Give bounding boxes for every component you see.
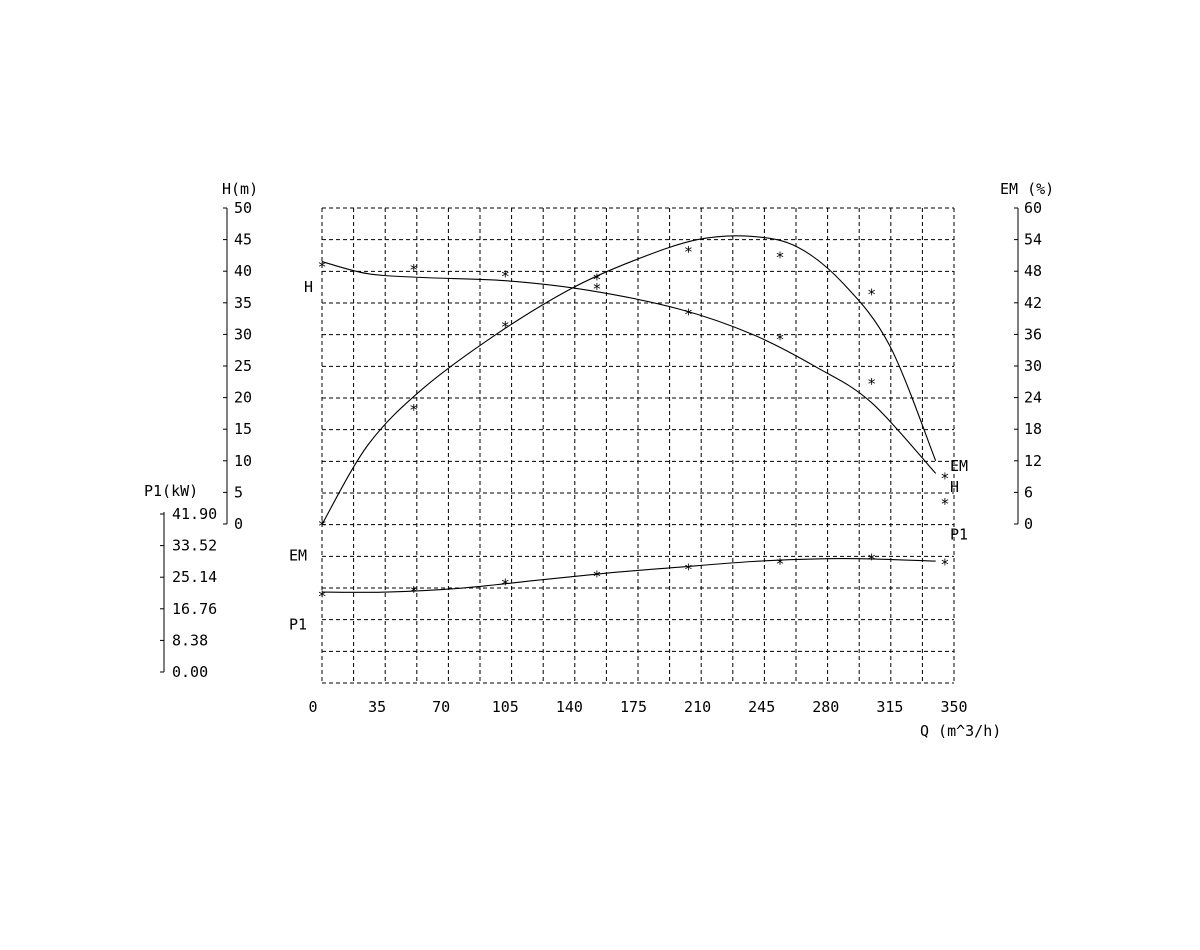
curve-label-em: EM [289, 547, 307, 565]
x-axis-tick-label: 70 [432, 698, 450, 716]
chart-curves [321, 235, 937, 593]
curve-label-h: H [304, 278, 313, 296]
x-axis-tick-label: 175 [620, 698, 647, 716]
em-axis-tick-label: 60 [1024, 199, 1042, 217]
p1-axis-title: P1(kW) [144, 482, 198, 500]
x-axis-tick-label: 245 [748, 698, 775, 716]
h-axis-tick-label: 40 [234, 262, 252, 280]
marker-em: * [775, 248, 784, 266]
curve-label-p1: P1 [289, 615, 307, 633]
marker-p1: * [775, 555, 784, 573]
marker-h: * [592, 271, 601, 289]
marker-p1: * [409, 583, 418, 601]
curve-label-em: EM [950, 457, 968, 475]
p1-axis-tick-label: 33.52 [172, 537, 217, 555]
em-axis-tick-label: 30 [1024, 357, 1042, 375]
h-axis-tick-label: 20 [234, 389, 252, 407]
marker-em: * [940, 470, 949, 488]
h-axis-tick-label: 35 [234, 294, 252, 312]
h-axis-tick-label: 30 [234, 325, 252, 343]
marker-em: * [684, 243, 693, 261]
h-axis-tick-label: 45 [234, 231, 252, 249]
marker-em: * [409, 401, 418, 419]
em-axis-tick-label: 18 [1024, 420, 1042, 438]
em-axis-tick-label: 36 [1024, 325, 1042, 343]
x-axis-tick-label: 35 [368, 698, 386, 716]
marker-em: * [501, 318, 510, 336]
em-axis-tick-label: 0 [1024, 515, 1033, 533]
marker-h: * [940, 495, 949, 513]
chart-grid [321, 207, 955, 684]
curve-h [322, 261, 937, 474]
marker-p1: * [592, 568, 601, 586]
h-axis-tick-label: 50 [234, 199, 252, 217]
h-axis-title: H(m) [222, 180, 258, 198]
x-axis-tick-label: 350 [940, 698, 967, 716]
em-axis-tick-label: 12 [1024, 452, 1042, 470]
marker-p1: * [501, 576, 510, 594]
marker-p1: * [940, 555, 949, 573]
marker-p1: * [867, 551, 876, 569]
x-axis-tick-label: 280 [812, 698, 839, 716]
x-axis-tick-label: 0 [308, 698, 317, 716]
marker-p1: * [318, 588, 327, 606]
p1-axis-tick-label: 16.76 [172, 600, 217, 618]
p1-axis-tick-label: 25.14 [172, 568, 217, 586]
marker-h: * [501, 267, 510, 285]
marker-h: * [775, 331, 784, 349]
em-axis-tick-label: 24 [1024, 389, 1042, 407]
chart-axes: 0 5 10 15 20 25 30 35 40 45 50H(m) 0 6 12 18 24 30 36 42 48… [144, 180, 1054, 740]
p1-axis-tick-label: 41.90 [172, 505, 217, 523]
em-axis-tick-label: 6 [1024, 483, 1033, 501]
marker-h: * [318, 258, 327, 276]
marker-em: * [592, 280, 601, 298]
marker-h: * [867, 375, 876, 393]
x-axis-tick-label: 210 [684, 698, 711, 716]
marker-h: * [409, 261, 418, 279]
marker-p1: * [684, 561, 693, 579]
em-axis-tick-label: 42 [1024, 294, 1042, 312]
h-axis-tick-label: 10 [234, 452, 252, 470]
chart-markers: * * * ********** **** * * * * * * * [318, 243, 950, 606]
curve-p1 [322, 558, 936, 593]
marker-em: * [318, 517, 327, 535]
p1-axis-tick-label: 0.00 [172, 663, 208, 681]
marker-h: * [684, 305, 693, 323]
marker-em: * [867, 285, 876, 303]
h-axis-tick-label: 5 [234, 483, 243, 501]
h-axis-tick-label: 0 [234, 515, 243, 533]
x-axis-tick-label: 315 [876, 698, 903, 716]
curve-label-p1: P1 [950, 526, 968, 544]
x-axis-tick-label: 105 [492, 698, 519, 716]
curve-em [321, 235, 937, 525]
p1-axis-tick-label: 8.38 [172, 631, 208, 649]
em-axis-tick-label: 48 [1024, 262, 1042, 280]
curve-label-h: H [950, 478, 959, 496]
x-axis-title: Q (m^3/h) [920, 722, 1001, 740]
h-axis-tick-label: 25 [234, 357, 252, 375]
x-axis-tick-label: 140 [556, 698, 583, 716]
chart-labels: H EM P1 EM H P1 [289, 278, 968, 633]
em-axis-title: EM (%) [1000, 180, 1054, 198]
h-axis-tick-label: 15 [234, 420, 252, 438]
em-axis-tick-label: 54 [1024, 231, 1042, 249]
